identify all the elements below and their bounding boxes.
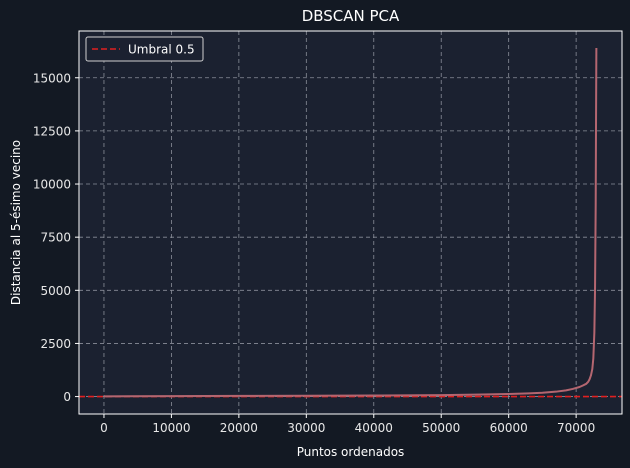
y-tick-label: 0 [63, 390, 71, 404]
legend-label: Umbral 0.5 [128, 43, 195, 57]
y-axis-label: Distancia al 5-ésimo vecino [9, 140, 23, 305]
x-tick-label: 10000 [152, 421, 190, 435]
plot-frame [78, 30, 623, 415]
chart-title: DBSCAN PCA [302, 7, 400, 25]
x-tick-label: 20000 [220, 421, 258, 435]
x-axis-label: Puntos ordenados [297, 445, 405, 459]
x-tick-label: 60000 [490, 421, 528, 435]
y-axis-ticks: 0 2500 5000 7500 10000 12500 15000 [33, 71, 79, 404]
y-tick-label: 5000 [40, 284, 71, 298]
y-tick-label: 10000 [33, 178, 71, 192]
x-tick-label: 50000 [422, 421, 460, 435]
x-tick-label: 30000 [287, 421, 325, 435]
y-tick-label: 2500 [40, 337, 71, 351]
legend: Umbral 0.5 [85, 36, 204, 62]
plot-area [79, 31, 622, 414]
x-tick-label: 0 [100, 421, 108, 435]
legend-box [85, 36, 204, 62]
series-line [103, 47, 598, 398]
x-tick-label: 40000 [355, 421, 393, 435]
y-tick-label: 15000 [33, 71, 71, 85]
series-group [103, 47, 598, 398]
y-tick-label: 12500 [33, 124, 71, 138]
grid [79, 31, 622, 414]
x-axis-ticks: 0 10000 20000 30000 40000 50000 60000 70000 [100, 414, 595, 435]
y-tick-label: 7500 [40, 231, 71, 245]
x-tick-label: 70000 [557, 421, 595, 435]
